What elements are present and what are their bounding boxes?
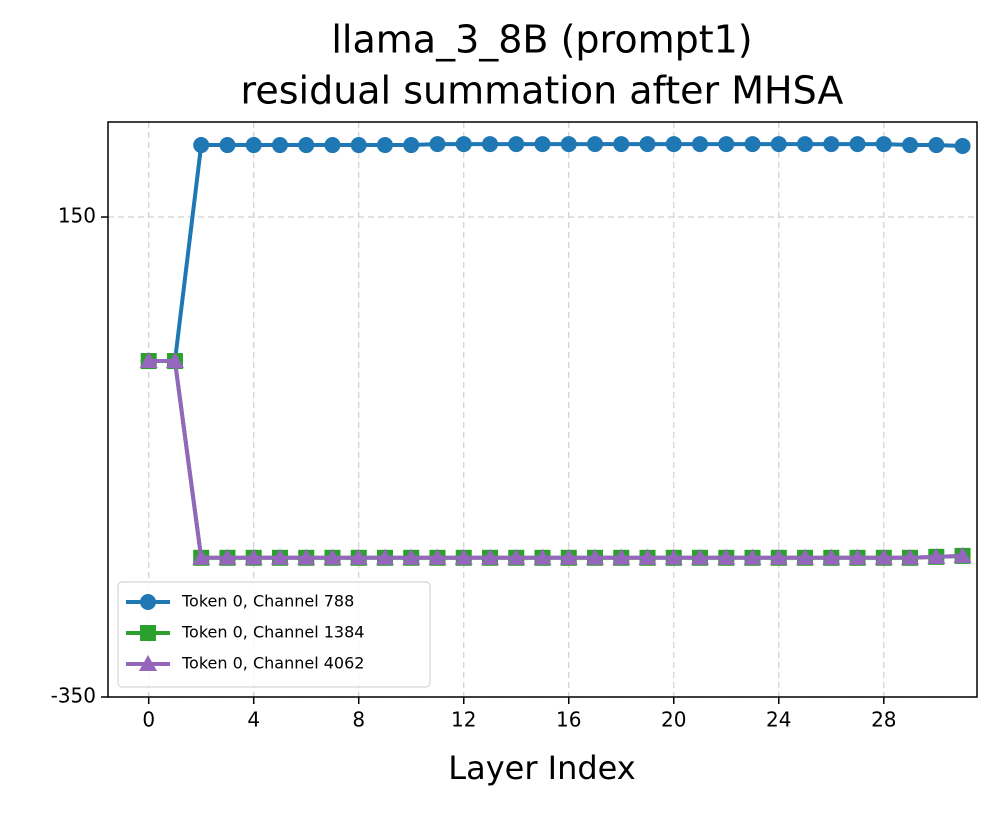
data-point: [402, 548, 421, 565]
data-point: [692, 136, 709, 153]
data-point: [508, 136, 525, 153]
x-tick-label: 24: [766, 708, 791, 732]
data-point: [349, 548, 368, 565]
x-tick-label: 12: [451, 708, 476, 732]
data-point: [664, 548, 683, 565]
data-point: [901, 548, 920, 565]
data-point: [298, 137, 315, 154]
data-point: [587, 136, 604, 153]
data-point: [717, 548, 736, 565]
data-point: [297, 548, 316, 565]
series-line: [148, 359, 963, 560]
x-axis-label: Layer Index: [448, 749, 635, 787]
data-point: [953, 546, 972, 563]
data-point: [586, 548, 605, 565]
data-point: [822, 548, 841, 565]
data-point: [139, 352, 158, 369]
x-tick-label: 20: [661, 708, 686, 732]
x-tick-label: 8: [352, 708, 365, 732]
x-tick-label: 0: [142, 708, 155, 732]
data-point: [744, 136, 761, 153]
data-point: [796, 548, 815, 565]
data-point: [638, 548, 657, 565]
data-point: [533, 548, 552, 565]
data-point: [769, 548, 788, 565]
legend-label: Token 0, Channel 1384: [181, 623, 364, 642]
chart-subtitle: residual summation after MHSA: [241, 69, 844, 113]
data-point: [874, 548, 893, 565]
data-point: [376, 137, 393, 154]
data-point: [875, 136, 892, 153]
data-point: [848, 548, 867, 565]
data-point: [192, 548, 211, 565]
chart-title: llama_3_8B (prompt1): [331, 18, 752, 62]
data-point: [244, 548, 263, 565]
x-tick-label: 28: [871, 708, 896, 732]
legend-box: [117, 581, 431, 688]
legend-marker: [140, 594, 156, 610]
data-point: [849, 136, 866, 153]
legend-label: Token 0, Channel 4062: [181, 654, 364, 673]
data-point: [797, 136, 814, 153]
data-point: [928, 137, 945, 154]
data-point: [665, 136, 682, 153]
series-line: [148, 359, 963, 560]
data-point: [219, 137, 236, 154]
y-tick-label: -350: [51, 684, 96, 708]
y-tick-label: 150: [58, 204, 96, 228]
plot-frame: [107, 121, 978, 698]
x-tick-label: 4: [247, 708, 260, 732]
data-point: [770, 136, 787, 153]
data-point: [165, 352, 184, 369]
data-point: [481, 136, 498, 153]
data-point: [743, 548, 762, 565]
data-point: [954, 137, 971, 154]
data-point: [454, 548, 473, 565]
data-point: [902, 137, 919, 154]
data-point: [534, 136, 551, 153]
data-point: [324, 137, 341, 154]
data-point: [823, 136, 840, 153]
data-point: [428, 548, 447, 565]
data-point: [559, 548, 578, 565]
data-point: [455, 136, 472, 153]
data-point: [613, 136, 630, 153]
data-point: [375, 548, 394, 565]
data-point: [718, 136, 735, 153]
legend-label: Token 0, Channel 788: [181, 592, 354, 611]
data-point: [193, 137, 210, 154]
data-point: [403, 137, 420, 154]
data-point: [270, 548, 289, 565]
data-point: [691, 548, 710, 565]
data-point: [639, 136, 656, 153]
legend-marker: [140, 625, 156, 641]
x-tick-label: 16: [556, 708, 581, 732]
data-point: [323, 548, 342, 565]
data-point: [480, 548, 499, 565]
data-point: [429, 136, 446, 153]
data-point: [507, 548, 526, 565]
data-point: [927, 547, 946, 564]
data-point: [612, 548, 631, 565]
legend-marker: [139, 655, 157, 671]
series-line: [148, 142, 963, 364]
data-point: [560, 136, 577, 153]
data-point: [350, 137, 367, 154]
data-point: [218, 548, 237, 565]
legend: Token 0, Channel 788 Token 0, Channel 138…: [117, 581, 431, 688]
data-point: [271, 137, 288, 154]
data-point: [245, 137, 262, 154]
